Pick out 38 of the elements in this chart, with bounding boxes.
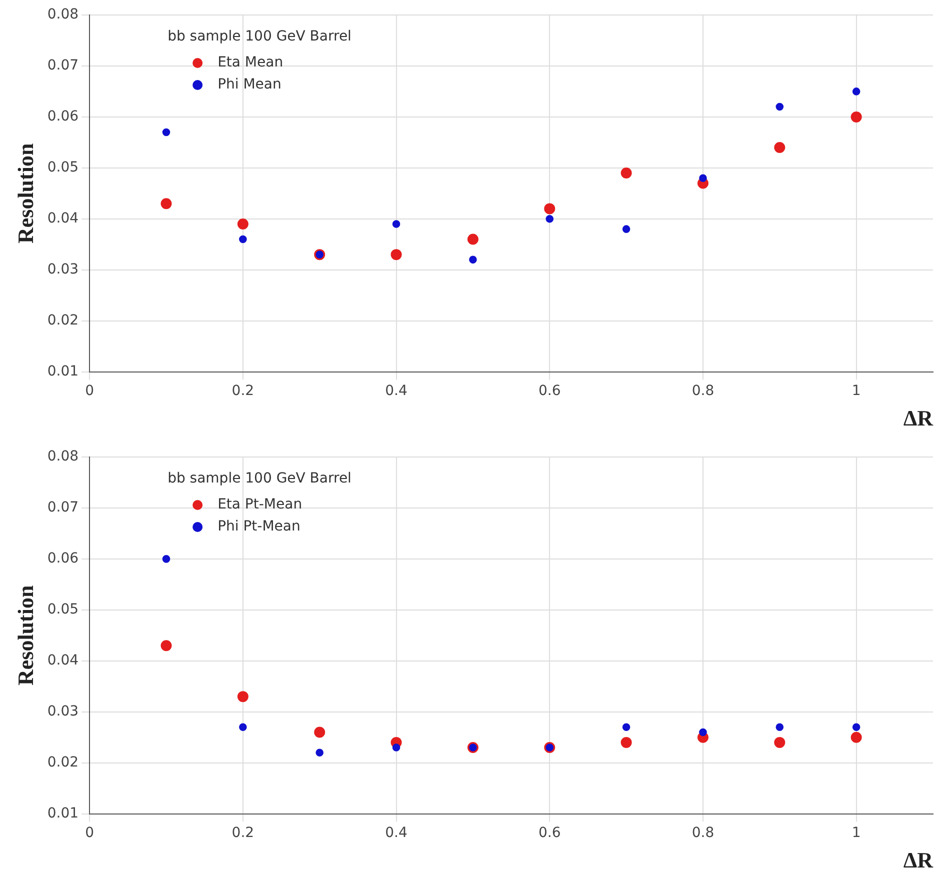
x-tick-label: 0.6 <box>538 824 561 841</box>
y-axis-title: Resolution <box>12 585 38 686</box>
y-tick-label: 0.08 <box>47 448 79 465</box>
y-tick-label: 0.07 <box>47 500 79 516</box>
legend-label: Phi Pt-Mean <box>218 518 300 535</box>
y-tick-label: 0.03 <box>47 262 79 278</box>
legend-title: bb sample 100 GeV Barrel <box>168 470 352 487</box>
x-tick-label: 0.2 <box>232 382 254 399</box>
y-tick-label: 0.02 <box>47 754 79 770</box>
y-tick-label: 0.01 <box>47 805 79 822</box>
x-tick-label: 1 <box>852 824 861 841</box>
x-tick-label: 0.6 <box>538 382 561 399</box>
y-tick-label: 0.06 <box>47 108 79 125</box>
y-tick-label: 0.07 <box>47 58 79 74</box>
y-tick-label: 0.05 <box>47 602 79 618</box>
legend-title: bb sample 100 GeV Barrel <box>168 28 352 45</box>
x-tick-label: 0.4 <box>385 824 408 841</box>
x-tick-label: 0 <box>85 824 94 841</box>
y-tick-label: 0.03 <box>47 704 79 720</box>
legend-label: Eta Mean <box>218 54 284 71</box>
y-tick-label: 0.01 <box>47 363 79 380</box>
y-tick-label: 0.04 <box>47 210 79 227</box>
x-axis-title: ΔR <box>903 405 934 430</box>
y-tick-label: 0.08 <box>47 6 79 23</box>
x-tick-label: 0.2 <box>232 824 254 841</box>
x-tick-label: 0.8 <box>692 824 714 841</box>
x-tick-label: 0.8 <box>692 382 714 399</box>
y-axis-title: Resolution <box>12 143 38 244</box>
legend-label: Phi Mean <box>218 76 282 93</box>
y-tick-label: 0.05 <box>47 160 79 176</box>
y-tick-label: 0.06 <box>47 550 79 567</box>
y-tick-label: 0.02 <box>47 312 79 328</box>
y-tick-label: 0.04 <box>47 652 79 669</box>
x-tick-label: 1 <box>852 382 861 399</box>
x-axis-title: ΔR <box>903 847 934 872</box>
x-tick-label: 0 <box>85 382 94 399</box>
legend-label: Eta Pt-Mean <box>218 496 302 513</box>
x-tick-label: 0.4 <box>385 382 408 399</box>
